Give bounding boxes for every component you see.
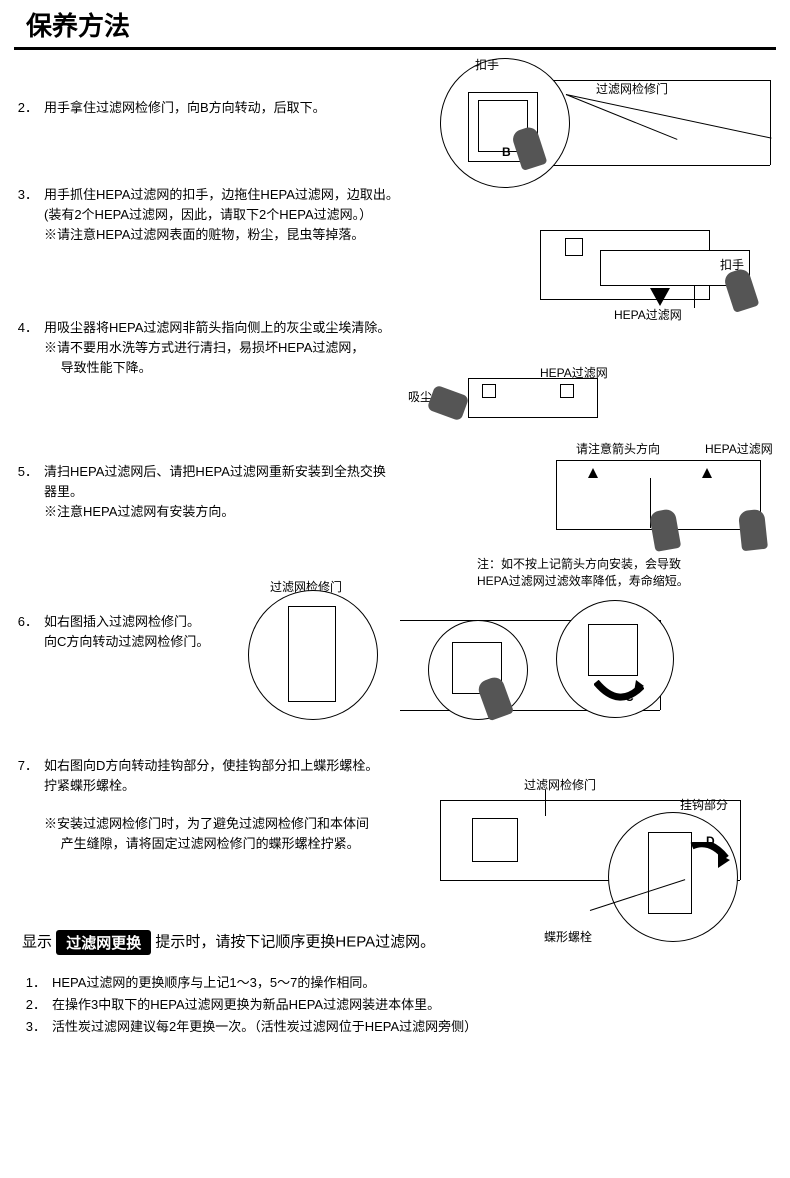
step-6: 6． 如右图插入过滤网检修门。 向C方向转动过滤网检修门。 [14,612,209,652]
header: 保养方法 [14,0,776,50]
label-install-note: 注：如不按上记箭头方向安装，会导致 HEPA过滤网过滤效率降低，寿命缩短。 [477,556,689,590]
arrow-c-icon [594,680,644,706]
label-hook: 挂钩部分 [680,796,728,813]
label-bolt: 蝶形螺栓 [544,928,592,945]
step-note-text: ※安装过滤网检修门时，为了避免过滤网检修门和本体间 产生缝隙，请将固定过滤网检修… [44,814,369,854]
list-item: 3． 活性炭过滤网建议每2年更换一次。（活性炭过滤网位于HEPA过滤网旁侧） [22,1016,477,1038]
label-hepa: HEPA过滤网 [540,364,608,381]
replacement-heading: 显示 过滤网更换 提示时，请按下记顺序更换HEPA过滤网。 [22,930,435,955]
label-filter-door: 过滤网检修门 [524,776,596,793]
list-item: 2． 在操作3中取下的HEPA过滤网更换为新品HEPA过滤网装进本体里。 [22,994,477,1016]
label-arrow-direction: 请注意箭头方向 [576,440,660,457]
step-text: 用手抓住HEPA过滤网的扣手，边拖住HEPA过滤网，边取出。 (装有2个HEPA… [44,185,399,245]
step-2: 2． 用手拿住过滤网检修门，向B方向转动，后取下。 [14,98,326,118]
filter-replace-tag: 过滤网更换 [56,930,151,955]
step-text: 用吸尘器将HEPA过滤网非箭头指向侧上的灰尘或尘埃清除。 ※请不要用水洗等方式进… [44,318,390,378]
step-text: 如右图插入过滤网检修门。 向C方向转动过滤网检修门。 [44,612,209,652]
step-text: 如右图向D方向转动挂钩部分，使挂钩部分扣上蝶形螺栓。 拧紧蝶形螺栓。 [44,756,378,796]
page-title: 保养方法 [26,6,776,43]
step-number: 6． [14,612,38,652]
step-5: 5． 清扫HEPA过滤网后、请把HEPA过滤网重新安装到全热交换 器里。 ※注意… [14,462,386,522]
step-number: 5． [14,462,38,522]
step-4: 4． 用吸尘器将HEPA过滤网非箭头指向侧上的灰尘或尘埃清除。 ※请不要用水洗等… [14,318,390,378]
list-item: 1． HEPA过滤网的更换顺序与上记1～3，5～7的操作相同。 [22,972,477,994]
label-b: B [502,145,511,159]
label-hepa: HEPA过滤网 [614,306,682,323]
step-text: 清扫HEPA过滤网后、请把HEPA过滤网重新安装到全热交换 器里。 ※注意HEP… [44,462,386,522]
step-3: 3． 用手抓住HEPA过滤网的扣手，边拖住HEPA过滤网，边取出。 (装有2个H… [14,185,399,245]
label-d: D [706,834,715,848]
replacement-list: 1． HEPA过滤网的更换顺序与上记1～3，5～7的操作相同。 2． 在操作3中… [22,972,477,1038]
step-7: 7． 如右图向D方向转动挂钩部分，使挂钩部分扣上蝶形螺栓。 拧紧蝶形螺栓。 [14,756,378,796]
step-number: 2． [14,98,38,118]
step-text: 用手拿住过滤网检修门，向B方向转动，后取下。 [44,98,326,118]
step-number: 3． [14,185,38,245]
label-filter-door: 过滤网检修门 [596,80,668,97]
step-number: 7． [14,756,38,796]
label-hepa: HEPA过滤网 [705,440,773,457]
step-number: 4． [14,318,38,378]
step-7-note: ※安装过滤网检修门时，为了避免过滤网检修门和本体间 产生缝隙，请将固定过滤网检修… [14,814,369,854]
label-handle: 扣手 [720,256,744,273]
label-handle: 扣手 [475,56,499,73]
